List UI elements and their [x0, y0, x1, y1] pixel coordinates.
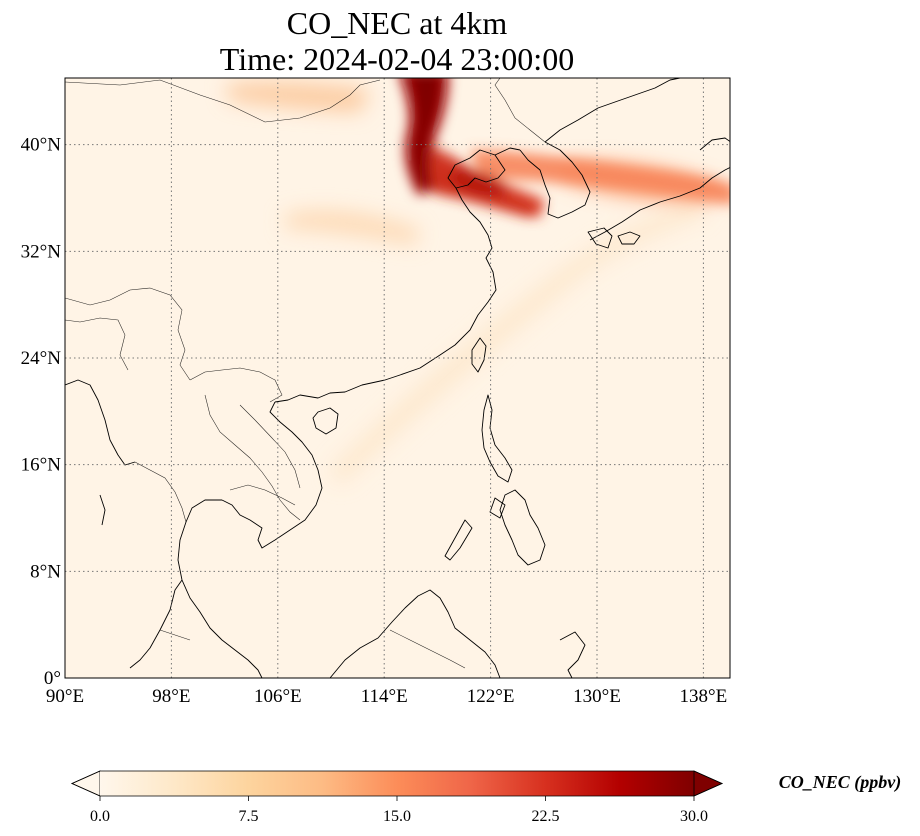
andaman-coast [99, 494, 106, 526]
lon-tick-label: 130°E [573, 686, 621, 707]
visayas [489, 497, 506, 519]
lat-tick-label: 16°N [21, 455, 62, 476]
central-china-band [285, 210, 420, 245]
laos-border [189, 367, 283, 403]
northern-plume-core [411, 78, 440, 187]
pacific-faint-band [330, 200, 705, 485]
map-subtitle: Time: 2024-02-04 23:00:00 [220, 41, 574, 77]
map-title: CO_NEC at 4km [287, 5, 508, 41]
northeast-coast [544, 78, 681, 143]
plain-hotspot [448, 169, 508, 197]
colorbar-tick-label: 15.0 [383, 808, 411, 825]
colorbar-ticks: 0.0 7.5 15.0 22.5 30.0 [90, 796, 708, 825]
borneo [329, 589, 501, 678]
borneo-border [389, 629, 466, 669]
colorbar: 0.0 7.5 15.0 22.5 30.0 CO_NEC (ppbv) [71, 770, 902, 825]
colorbar-tick-label: 22.5 [532, 808, 560, 825]
lat-tick-label: 40°N [21, 135, 62, 156]
colorbar-extend-max [693, 770, 723, 797]
colorbar-extend-min [71, 770, 101, 797]
korea-peninsula [519, 141, 591, 219]
himalaya-border [65, 287, 191, 381]
luzon [481, 394, 513, 483]
japan-shikoku [617, 231, 641, 245]
lon-tick-label: 114°E [361, 686, 408, 707]
thai-myanmar-border [134, 461, 187, 523]
lon-tick-label: 138°E [680, 686, 728, 707]
longitude-labels: 90°E 98°E 106°E 114°E 122°E 130°E 138°E [46, 686, 727, 707]
lat-tick-label: 24°N [21, 348, 62, 369]
lon-tick-label: 106°E [254, 686, 302, 707]
philippines-south [499, 489, 546, 566]
korea-japan-plume [470, 150, 730, 205]
china-coastline [274, 187, 497, 403]
lon-tick-label: 90°E [46, 686, 84, 707]
northeast-border [494, 78, 546, 143]
lon-tick-label: 122°E [467, 686, 515, 707]
peninsula-border [159, 629, 191, 641]
vietnam-laos-border [239, 404, 301, 489]
colorbar-body [100, 771, 694, 796]
lat-tick-label: 32°N [21, 241, 62, 262]
concentration-field [225, 78, 730, 485]
myanmar-coast [65, 379, 136, 466]
country-borders [65, 78, 546, 669]
colorbar-tick-label: 7.5 [239, 808, 259, 825]
latitude-labels: 0° 8°N 16°N 24°N 32°N 40°N [21, 135, 62, 689]
liaodong-coast [494, 147, 521, 156]
hainan [312, 407, 339, 435]
taiwan [471, 337, 487, 373]
sulawesi [559, 631, 586, 678]
mongolia-border [65, 79, 381, 123]
lat-tick-label: 0° [44, 668, 61, 689]
colorbar-tick-label: 0.0 [90, 808, 110, 825]
lon-tick-label: 98°E [152, 686, 190, 707]
mongolia-band [225, 82, 370, 112]
hokkaido [699, 137, 730, 151]
india-ne-border [65, 317, 129, 371]
gridlines [65, 78, 730, 678]
thai-laos-border [204, 394, 301, 521]
coastlines [65, 78, 730, 678]
colorbar-tick-label: 30.0 [680, 808, 708, 825]
indochina-coast [221, 401, 323, 549]
lat-tick-label: 8°N [30, 561, 61, 582]
map-panel [65, 78, 730, 678]
palawan [444, 519, 473, 561]
map-frame [64, 77, 731, 679]
colorbar-label: CO_NEC (ppbv) [779, 772, 902, 793]
cambodia-border [229, 484, 296, 506]
japan-honshu [589, 166, 730, 241]
gulf-of-thailand [177, 499, 263, 678]
bohai-coast [447, 149, 506, 189]
japan-kyushu [587, 227, 613, 249]
